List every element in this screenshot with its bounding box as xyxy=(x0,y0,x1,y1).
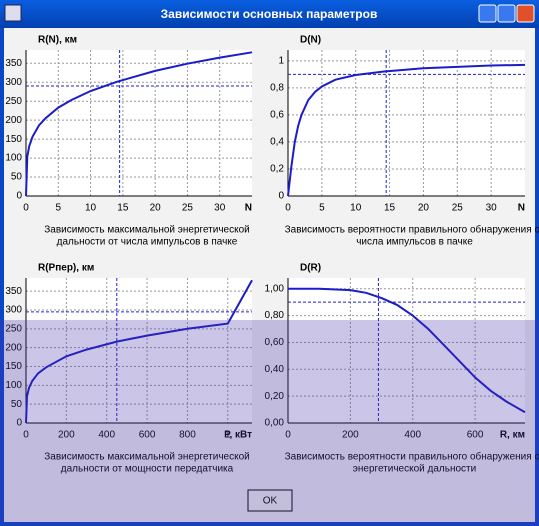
y-tick-label: 1,00 xyxy=(265,283,285,294)
y-tick-label: 0,8 xyxy=(270,82,284,93)
y-tick-label: 0,40 xyxy=(265,364,285,375)
x-tick-label: 10 xyxy=(85,203,97,214)
y-tick-label: 200 xyxy=(5,342,22,353)
x-axis-label: N xyxy=(518,203,525,214)
y-tick-label: 350 xyxy=(5,286,22,297)
x-tick-label: 15 xyxy=(384,203,396,214)
x-tick-label: 800 xyxy=(179,430,196,441)
caption: дальности от числа импульсов в пачке xyxy=(57,237,238,248)
caption: Зависимость максимальной энергетической xyxy=(44,452,250,463)
x-tick-label: 25 xyxy=(182,203,194,214)
x-tick-label: 200 xyxy=(58,430,75,441)
x-tick-label: 1 xyxy=(225,430,231,441)
y-tick-label: 0,6 xyxy=(270,110,284,121)
y-tick-label: 200 xyxy=(5,115,22,126)
curve xyxy=(288,287,526,414)
y-tick-label: 100 xyxy=(5,153,22,164)
x-tick-label: 0 xyxy=(23,430,29,441)
maximize-button[interactable] xyxy=(497,4,516,23)
caption: Зависимость вероятности правильного обна… xyxy=(285,451,539,463)
app-icon xyxy=(4,4,22,22)
chart-title: D(R) xyxy=(300,263,321,274)
caption: числа импульсов в пачке xyxy=(356,237,473,248)
y-tick-label: 300 xyxy=(5,305,22,316)
x-axis-label: R, км xyxy=(500,430,525,441)
x-tick-label: 5 xyxy=(319,203,325,214)
x-tick-label: 25 xyxy=(452,203,464,214)
close-button[interactable] xyxy=(516,4,535,23)
y-tick-label: 0,20 xyxy=(265,391,285,402)
curve xyxy=(287,63,526,197)
ok-label[interactable]: OK xyxy=(263,496,278,507)
x-tick-label: 400 xyxy=(404,430,421,441)
chart-title: D(N) xyxy=(300,35,321,46)
x-tick-label: 600 xyxy=(467,430,484,441)
y-tick-label: 0,60 xyxy=(265,337,285,348)
x-tick-label: 5 xyxy=(56,203,62,214)
caption: Зависимость вероятности правильного обна… xyxy=(285,224,539,236)
x-axis-label: N xyxy=(245,203,252,214)
x-tick-label: 30 xyxy=(486,203,498,214)
caption: дальности от мощности передатчика xyxy=(61,464,234,475)
y-tick-label: 0,2 xyxy=(270,164,284,175)
y-tick-label: 350 xyxy=(5,58,22,69)
x-tick-label: 0 xyxy=(285,203,291,214)
y-tick-label: 50 xyxy=(11,399,23,410)
title-bar xyxy=(0,0,539,28)
x-tick-label: 10 xyxy=(350,203,362,214)
plot-area xyxy=(26,50,252,196)
y-tick-label: 150 xyxy=(5,134,22,145)
y-tick-label: 1 xyxy=(278,55,284,66)
help-button[interactable] xyxy=(478,4,497,23)
y-tick-label: 0,00 xyxy=(265,418,285,429)
y-tick-label: 250 xyxy=(5,96,22,107)
ok-button[interactable] xyxy=(247,489,293,512)
caption: энергетической дальности xyxy=(353,464,476,475)
x-tick-label: 20 xyxy=(418,203,430,214)
y-tick-label: 0 xyxy=(16,191,22,202)
y-tick-label: 300 xyxy=(5,77,22,88)
x-tick-label: 400 xyxy=(98,430,115,441)
x-tick-label: 15 xyxy=(117,203,129,214)
x-tick-label: 0 xyxy=(285,430,291,441)
y-tick-label: 0,4 xyxy=(270,137,284,148)
x-tick-label: 200 xyxy=(342,430,359,441)
curve xyxy=(25,51,253,197)
x-tick-label: 0 xyxy=(23,203,29,214)
y-tick-label: 50 xyxy=(11,172,23,183)
x-tick-label: 20 xyxy=(150,203,162,214)
x-tick-label: 600 xyxy=(139,430,156,441)
y-tick-label: 0 xyxy=(278,191,284,202)
window-title: Зависимости основных параметров xyxy=(161,7,378,21)
x-tick-label: 30 xyxy=(214,203,226,214)
y-tick-label: 150 xyxy=(5,361,22,372)
y-tick-label: 250 xyxy=(5,323,22,334)
y-tick-label: 100 xyxy=(5,380,22,391)
chart-title: R(Pпер), км xyxy=(38,263,94,274)
y-tick-label: 0,80 xyxy=(265,310,285,321)
plot-area xyxy=(26,278,252,423)
x-axis-label: P, кВт xyxy=(224,430,252,441)
plot-area xyxy=(288,50,525,196)
chart-title: R(N), км xyxy=(38,35,77,46)
curve xyxy=(25,279,253,424)
caption: Зависимость максимальной энергетической xyxy=(44,225,250,236)
plot-area xyxy=(288,278,525,423)
y-tick-label: 0 xyxy=(16,418,22,429)
